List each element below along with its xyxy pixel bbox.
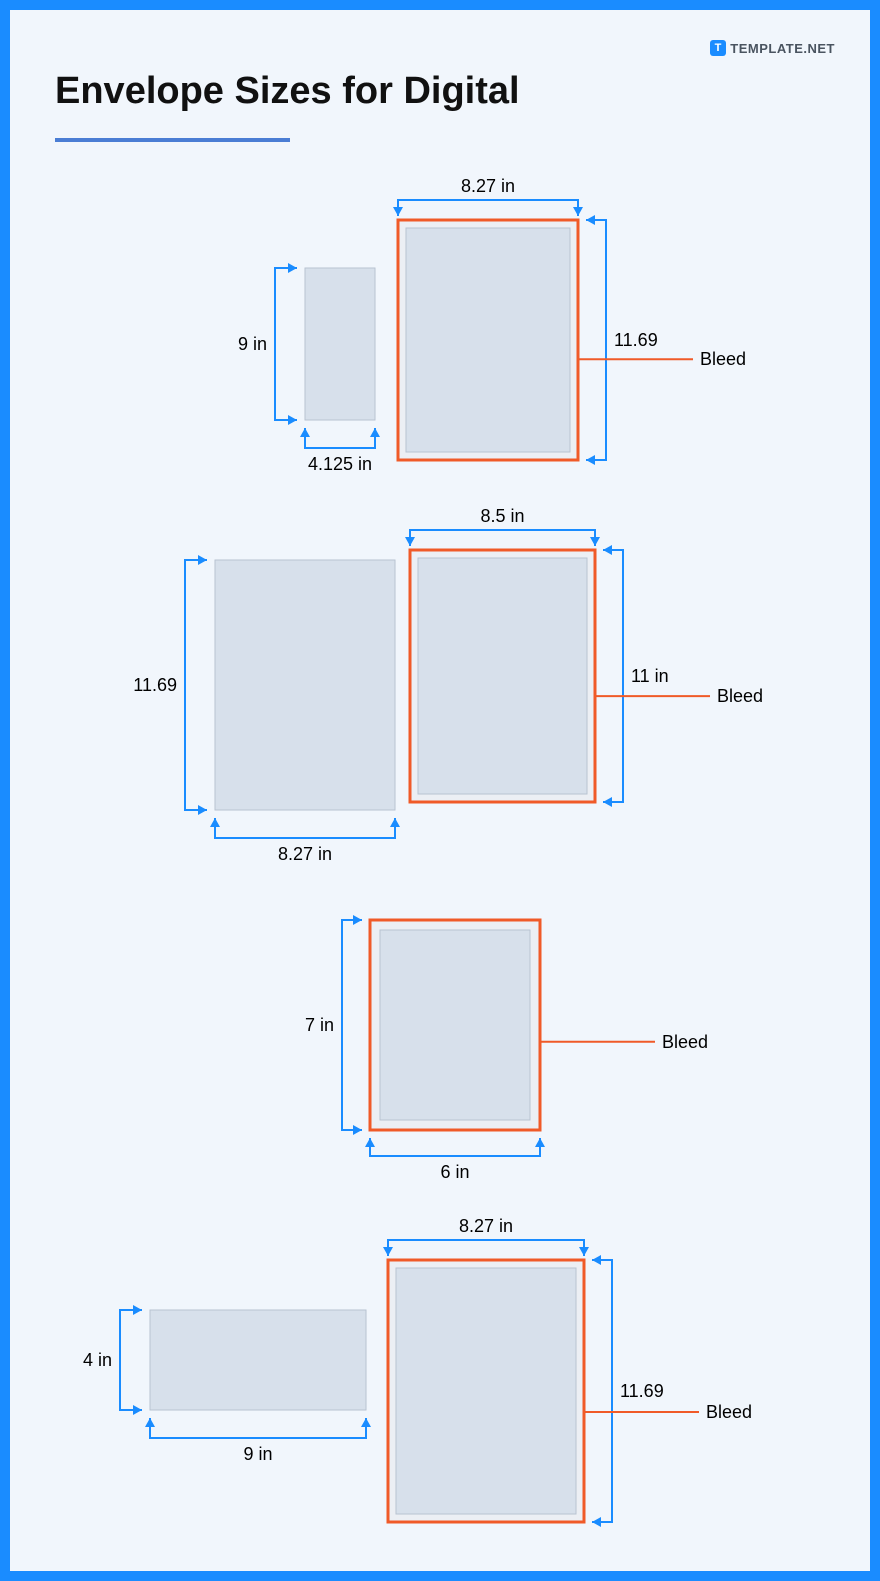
diagram-canvas: 9 in 4.125 in 8.27 in 11.69 Bleed 11.69 8.27 i… — [10, 10, 870, 1571]
svg-text:6 in: 6 in — [440, 1162, 469, 1182]
content-box — [380, 930, 530, 1120]
svg-text:11.69: 11.69 — [133, 675, 177, 695]
svg-text:8.27 in: 8.27 in — [459, 1216, 513, 1236]
content-box — [396, 1268, 576, 1514]
svg-text:11.69: 11.69 — [614, 330, 658, 350]
envelope-box — [305, 268, 375, 420]
envelope-box — [150, 1310, 366, 1410]
svg-text:7 in: 7 in — [305, 1015, 334, 1035]
svg-text:9 in: 9 in — [243, 1444, 272, 1464]
content-box — [418, 558, 587, 794]
svg-text:9 in: 9 in — [238, 334, 267, 354]
page-frame: T TEMPLATE.NET Envelope Sizes for Digita… — [0, 0, 880, 1581]
content-box — [406, 228, 570, 452]
svg-text:4 in: 4 in — [83, 1350, 112, 1370]
svg-text:Bleed: Bleed — [700, 349, 746, 369]
svg-text:8.27 in: 8.27 in — [461, 176, 515, 196]
svg-text:8.27 in: 8.27 in — [278, 844, 332, 864]
svg-text:Bleed: Bleed — [717, 686, 763, 706]
svg-text:4.125 in: 4.125 in — [308, 454, 372, 474]
envelope-box — [215, 560, 395, 810]
svg-text:Bleed: Bleed — [706, 1402, 752, 1422]
svg-text:Bleed: Bleed — [662, 1032, 708, 1052]
svg-text:11 in: 11 in — [631, 666, 669, 686]
svg-text:11.69: 11.69 — [620, 1381, 664, 1401]
svg-text:8.5 in: 8.5 in — [480, 506, 524, 526]
